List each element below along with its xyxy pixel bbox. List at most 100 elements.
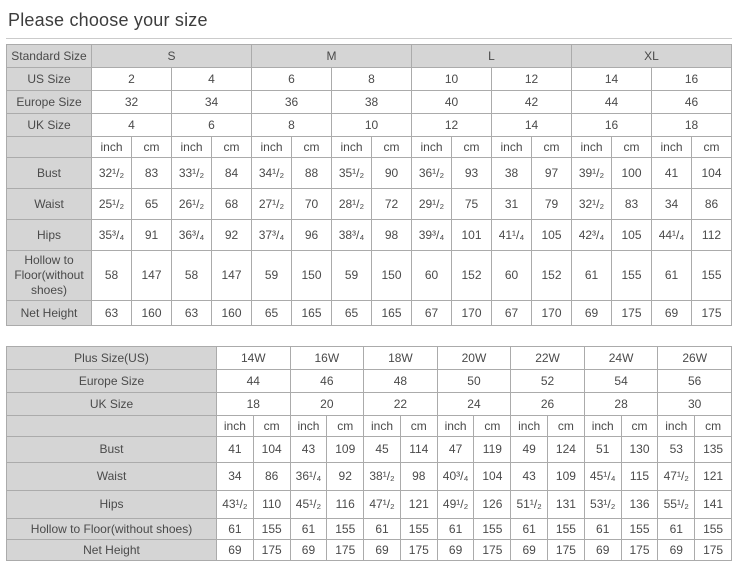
unit-cell: cm	[211, 136, 252, 158]
value-cell: 131	[547, 490, 585, 519]
value-cell: 101	[451, 219, 492, 251]
value-cell: 170	[531, 300, 572, 326]
value-cell: 41	[651, 157, 692, 189]
size-cell: S	[91, 44, 252, 68]
size-cell: 2	[91, 67, 172, 91]
value-cell: 86	[691, 188, 732, 220]
row-label: Hollow to Floor(without shoes)	[6, 250, 92, 301]
value-cell: 72	[371, 188, 412, 220]
size-cell: XL	[571, 44, 732, 68]
value-cell: 40³/₄	[436, 462, 475, 491]
value-cell: 121	[694, 462, 732, 491]
table-row: US Size 2 4 6 8 10 12 14 16	[6, 67, 732, 91]
size-cell: 26W	[657, 346, 732, 370]
unit-cell: inch	[91, 136, 132, 158]
value-cell: 150	[371, 250, 412, 301]
value-cell: 44¹/₄	[651, 219, 692, 251]
size-cell: 48	[363, 369, 438, 393]
size-cell: 18	[216, 392, 291, 416]
row-label: Europe Size	[6, 369, 217, 393]
size-cell: 16W	[289, 346, 365, 370]
size-cell: 38	[331, 90, 412, 114]
value-cell: 155	[611, 250, 652, 301]
value-cell: 51¹/₂	[510, 490, 549, 519]
value-cell: 97	[531, 157, 572, 189]
value-cell: 45¹/₄	[583, 462, 622, 491]
size-cell: 34	[171, 90, 252, 114]
size-cell: 24W	[583, 346, 659, 370]
unit-cell: inch	[171, 136, 212, 158]
value-cell: 61	[510, 518, 549, 540]
value-cell: 69	[657, 539, 696, 561]
unit-cell: cm	[473, 415, 512, 437]
value-cell: 155	[691, 250, 732, 301]
unit-cell: cm	[371, 136, 412, 158]
value-cell: 109	[326, 436, 365, 463]
value-cell: 115	[620, 462, 659, 491]
size-cell: 44	[571, 90, 652, 114]
table-row: inch cm inch cm inch cm inch cm inch cm inch cm inch…	[6, 415, 732, 437]
value-cell: 155	[326, 518, 365, 540]
size-cell: 26	[510, 392, 585, 416]
value-cell: 53¹/₂	[583, 490, 622, 519]
value-cell: 155	[252, 518, 291, 540]
value-cell: 69	[363, 539, 401, 561]
plus-size-table: Plus Size(US) 14W 16W 18W 20W 22W 24W 26W Europe…	[6, 346, 732, 561]
table-row: UK Size 18 20 22 24 26 28 30	[6, 392, 732, 416]
value-cell: 61	[363, 518, 401, 540]
value-cell: 25¹/₂	[91, 188, 132, 220]
value-cell: 32¹/₂	[91, 157, 132, 189]
value-cell: 68	[211, 188, 252, 220]
unit-cell: inch	[583, 415, 622, 437]
value-cell: 175	[620, 539, 659, 561]
value-cell: 53	[657, 436, 696, 463]
row-label: Net Height	[6, 539, 217, 561]
size-cell: 20W	[436, 346, 512, 370]
value-cell: 92	[211, 219, 252, 251]
value-cell: 141	[694, 490, 732, 519]
value-cell: 135	[694, 436, 732, 463]
value-cell: 41¹/₄	[491, 219, 532, 251]
value-cell: 83	[131, 157, 172, 189]
value-cell: 58	[171, 250, 212, 301]
unit-cell: cm	[399, 415, 438, 437]
unit-cell: inch	[491, 136, 532, 158]
value-cell: 175	[691, 300, 732, 326]
size-cell: 42	[491, 90, 572, 114]
value-cell: 38	[491, 157, 532, 189]
row-label: Plus Size(US)	[6, 346, 217, 370]
value-cell: 119	[473, 436, 512, 463]
value-cell: 61	[571, 250, 612, 301]
value-cell: 79	[531, 188, 572, 220]
unit-cell: inch	[251, 136, 292, 158]
size-cell: 16	[571, 113, 652, 137]
size-cell: 12	[491, 67, 572, 91]
unit-cell: cm	[691, 136, 732, 158]
size-cell: 56	[657, 369, 732, 393]
table-row: Bust 41 104 43 109 45 114 47 119 49 124 51 130 53 135	[6, 436, 732, 463]
size-cell: 18	[651, 113, 732, 137]
unit-cell: inch	[331, 136, 372, 158]
row-label: UK Size	[6, 113, 92, 137]
value-cell: 55¹/₂	[657, 490, 696, 519]
size-cell: 4	[91, 113, 172, 137]
row-label: Hips	[6, 490, 217, 519]
value-cell: 61	[651, 250, 692, 301]
table-row: Hips 35³/₄ 91 36³/₄ 92 37³/₄ 96 38³/₄ 98 39³/₄ 101…	[6, 219, 732, 251]
unit-cell: inch	[411, 136, 452, 158]
value-cell: 43¹/₂	[216, 490, 254, 519]
value-cell: 175	[326, 539, 365, 561]
value-cell: 96	[291, 219, 332, 251]
size-cell: 8	[251, 113, 332, 137]
value-cell: 36¹/₂	[411, 157, 452, 189]
value-cell: 61	[216, 518, 254, 540]
size-cell: 28	[583, 392, 659, 416]
value-cell: 32¹/₂	[571, 188, 612, 220]
value-cell: 49	[510, 436, 549, 463]
size-cell: 32	[91, 90, 172, 114]
value-cell: 37³/₄	[251, 219, 292, 251]
value-cell: 34¹/₂	[251, 157, 292, 189]
value-cell: 61	[289, 518, 328, 540]
size-cell: 14	[571, 67, 652, 91]
value-cell: 136	[620, 490, 659, 519]
